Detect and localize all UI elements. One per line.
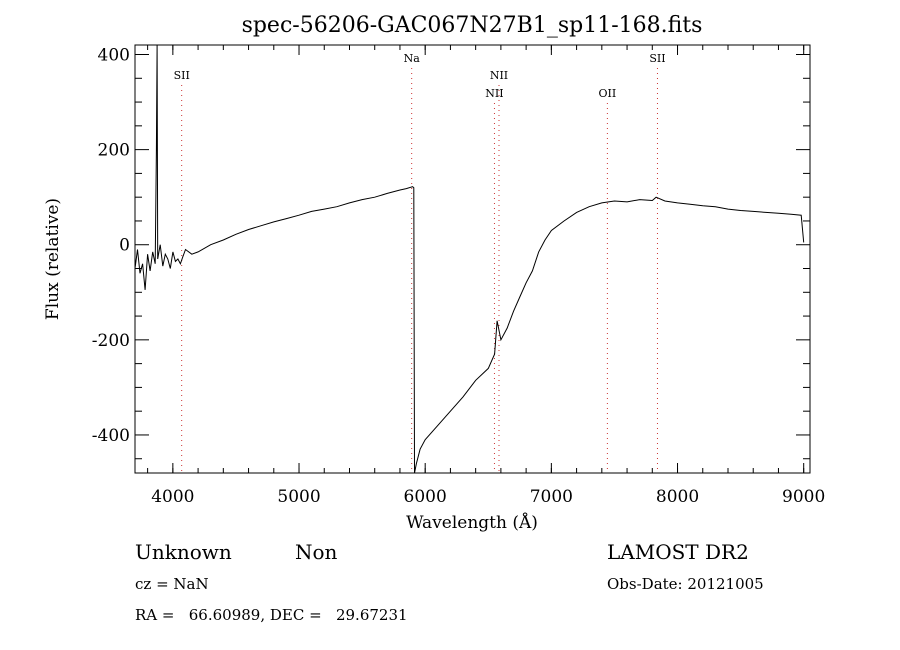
axis-ticks: 4000 5000 6000 7000 8000 9000 -400 -200 0 200 400 xyxy=(92,45,825,507)
x-tick-label: 8000 xyxy=(656,487,699,507)
redshift-text: cz = NaN xyxy=(135,575,209,593)
y-tick-label: 0 xyxy=(119,236,130,256)
object-class: Unknown xyxy=(135,540,232,564)
object-subclass: Non xyxy=(295,540,338,564)
line-marker-label: SII xyxy=(174,69,190,82)
line-marker-label: Na xyxy=(404,52,421,65)
survey-name: LAMOST DR2 xyxy=(607,540,749,564)
plot-frame xyxy=(134,44,811,474)
x-axis-label: Wavelength (Å) xyxy=(406,512,538,533)
x-tick-label: 9000 xyxy=(782,487,825,507)
x-tick-label: 6000 xyxy=(404,487,447,507)
x-tick-label: 5000 xyxy=(277,487,320,507)
line-marker-label: SII xyxy=(649,52,665,65)
chart-title: spec-56206-GAC067N27B1_sp11-168.fits xyxy=(242,13,703,38)
obs-date: Obs-Date: 20121005 xyxy=(607,575,764,593)
y-tick-label: 400 xyxy=(98,46,130,66)
y-tick-label: -400 xyxy=(92,426,130,446)
emission-line-markers: SII Na NII NII OII SII xyxy=(174,52,666,473)
y-axis-label: Flux (relative) xyxy=(43,198,63,320)
y-tick-label: -200 xyxy=(92,331,130,351)
line-marker-label: NII xyxy=(485,87,503,100)
x-tick-label: 7000 xyxy=(530,487,573,507)
y-tick-label: 200 xyxy=(98,141,130,161)
line-marker-label: NII xyxy=(490,69,508,82)
x-tick-label: 4000 xyxy=(151,487,194,507)
coordinates-text: RA = 66.60989, DEC = 29.67231 xyxy=(135,606,408,624)
spectrum-line xyxy=(134,44,805,474)
line-marker-label: OII xyxy=(599,87,617,100)
